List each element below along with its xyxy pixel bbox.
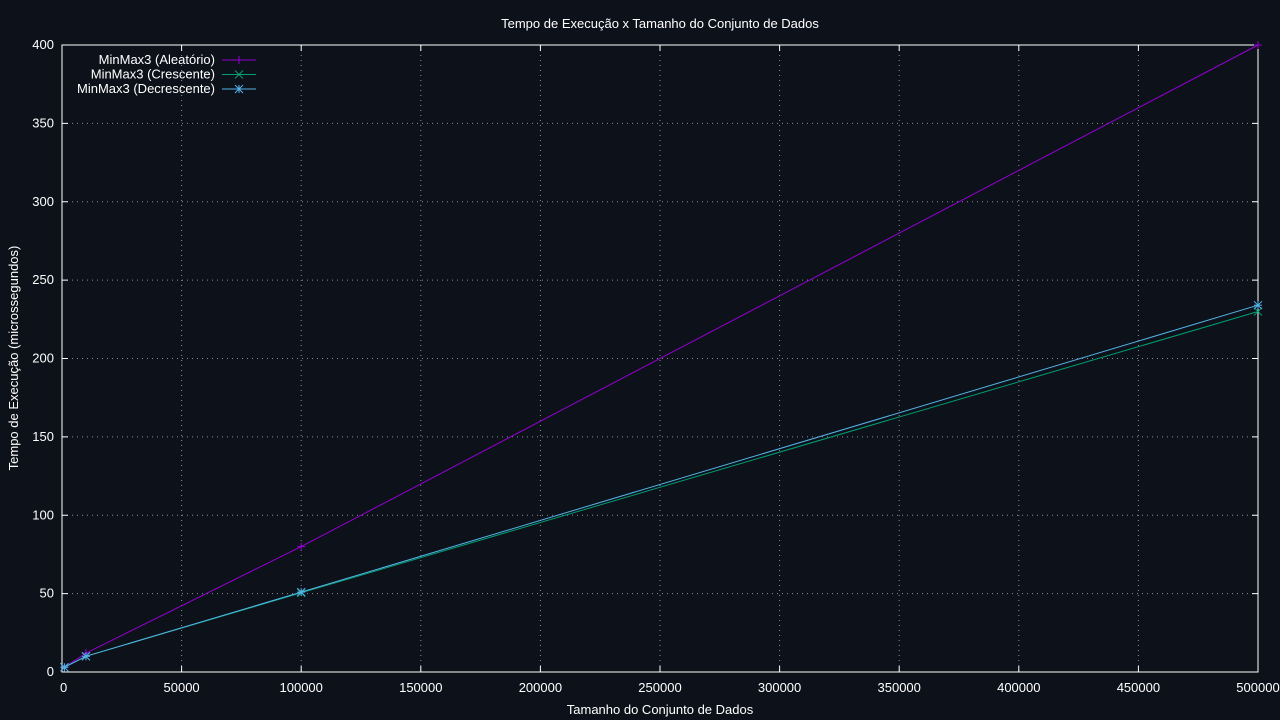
data-point: [1253, 300, 1263, 310]
legend-marker: [235, 56, 243, 64]
legend-label: MinMax3 (Aleatório): [99, 52, 215, 67]
x-tick-label: 100000: [280, 680, 323, 695]
x-tick-label: 350000: [878, 680, 921, 695]
x-tick-label: 50000: [164, 680, 200, 695]
legend-label: MinMax3 (Decrescente): [77, 81, 215, 96]
legend-label: MinMax3 (Crescente): [91, 67, 215, 82]
y-tick-label: 0: [47, 664, 54, 679]
chart-title: Tempo de Execução x Tamanho do Conjunto …: [501, 16, 819, 31]
series-line: [64, 44, 1259, 668]
series-1: [60, 41, 1262, 672]
x-tick-label: 0: [60, 680, 67, 695]
y-tick-label: 50: [40, 586, 54, 601]
legend-marker: [234, 84, 244, 94]
x-tick-label: 150000: [399, 680, 442, 695]
x-tick-label: 450000: [1117, 680, 1160, 695]
x-tick-label: 300000: [758, 680, 801, 695]
legend-marker: [234, 70, 244, 79]
data-point: [296, 587, 306, 597]
x-tick-label: 200000: [519, 680, 562, 695]
series-2: [60, 307, 1263, 672]
data-point: [1254, 41, 1262, 49]
data-point: [81, 651, 91, 661]
y-tick-label: 300: [32, 194, 54, 209]
series-layer: [60, 41, 1263, 672]
x-tick-label: 400000: [997, 680, 1040, 695]
y-tick-label: 250: [32, 272, 54, 287]
data-point: [297, 542, 306, 551]
y-tick-label: 100: [32, 507, 54, 522]
data-point: [1253, 307, 1263, 316]
x-axis-title: Tamanho do Conjunto de Dados: [567, 702, 754, 717]
y-tick-label: 150: [32, 429, 54, 444]
series-line: [64, 311, 1259, 668]
legend-item-1: MinMax3 (Aleatório): [99, 52, 256, 67]
series-line: [64, 304, 1259, 668]
y-tick-label: 400: [32, 37, 54, 52]
axes: 0 50 100 150 200 250 300 350 400 0 50000 100000 1500…: [32, 37, 1279, 695]
legend-item-2: MinMax3 (Crescente): [91, 67, 256, 82]
legend: MinMax3 (Aleatório)MinMax3 (Crescente)Mi…: [77, 52, 256, 96]
data-point: [60, 662, 69, 672]
x-tick-label: 500000: [1236, 680, 1279, 695]
legend-item-3: MinMax3 (Decrescente): [77, 81, 256, 96]
series-3: [60, 300, 1263, 672]
y-tick-label: 350: [32, 115, 54, 130]
x-tick-label: 250000: [638, 680, 681, 695]
y-tick-label: 200: [32, 351, 54, 366]
y-axis-title: Tempo de Execução (microssegundos): [6, 246, 21, 471]
